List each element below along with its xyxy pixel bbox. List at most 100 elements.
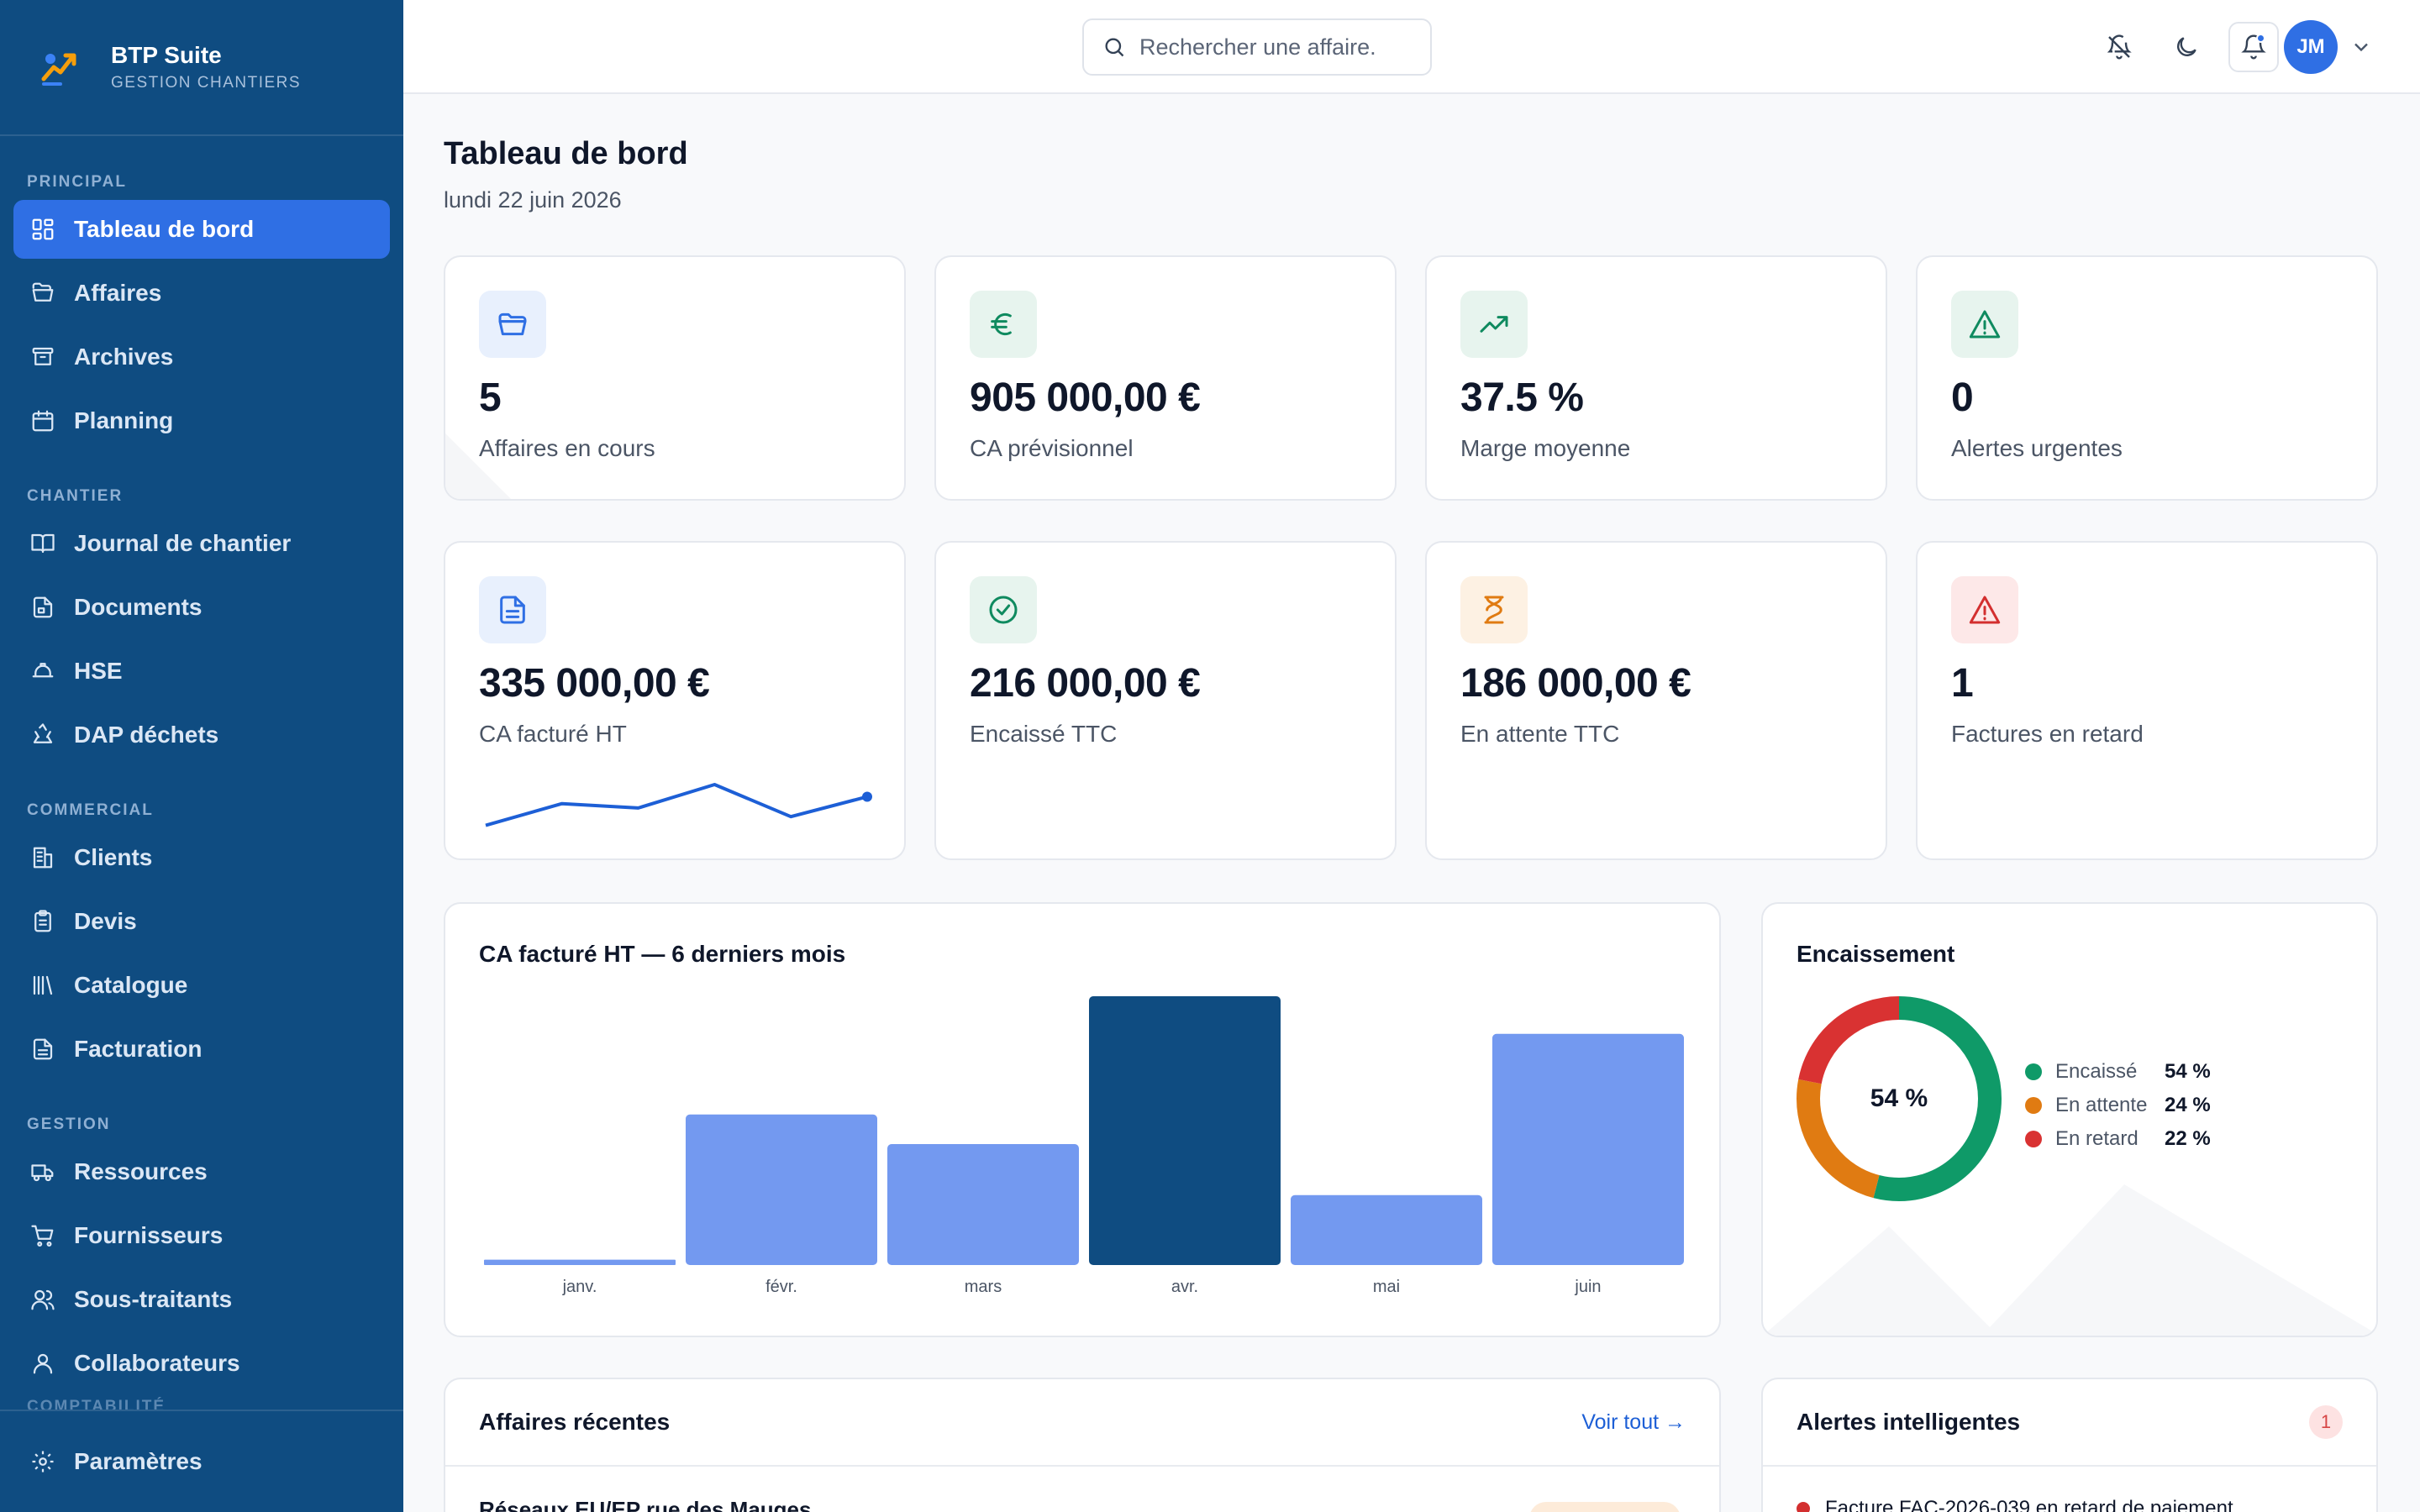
- legend-dot: [2025, 1131, 2042, 1147]
- kpi-label: Encaissé TTC: [970, 721, 1118, 747]
- x-tick-label: juin: [1574, 1278, 1601, 1296]
- alert-item[interactable]: Facture FAC-2026-039 en retard de paieme…: [1797, 1497, 2233, 1512]
- recycle-icon: [33, 723, 53, 743]
- sidebar-item-label: Clients: [74, 844, 153, 870]
- sidebar-item-devis[interactable]: Devis: [13, 892, 390, 951]
- warning-icon: [1969, 596, 2001, 624]
- sidebar-item-label: Catalogue: [74, 972, 188, 998]
- kpi-icon-box: [1460, 576, 1528, 643]
- charts-row: CA facturé HT — 6 derniers mois janv. fév…: [444, 902, 2380, 1337]
- list-item[interactable]: Réseaux EU/EP rue des Mauges: [479, 1497, 812, 1512]
- legend-name: En retard: [2055, 1127, 2139, 1150]
- kpi-card-affaires-en-cours[interactable]: 5 Affaires en cours: [444, 255, 906, 501]
- brand-name: BTP Suite: [111, 42, 222, 68]
- sidebar-item-archives[interactable]: Archives: [13, 328, 390, 386]
- kpi-label: Marge moyenne: [1460, 435, 1631, 461]
- sidebar-item-label: Fournisseurs: [74, 1222, 224, 1248]
- sidebar-item-journal-de-chantier[interactable]: Journal de chantier: [13, 514, 390, 573]
- sidebar-item-label: DAP déchets: [74, 722, 219, 748]
- kpi-label: Affaires en cours: [479, 435, 655, 461]
- sidebar-item-hse[interactable]: HSE: [13, 642, 390, 701]
- main: JM Tableau de bord lundi 22 juin 2026 5 A…: [403, 0, 2420, 1512]
- decorative-shape: [445, 433, 511, 499]
- theme-toggle-button[interactable]: [2161, 22, 2212, 72]
- moon-icon: [2177, 37, 2196, 56]
- sparkline-point: [862, 791, 872, 802]
- kpi-label: En attente TTC: [1460, 721, 1620, 747]
- sidebar-item-catalogue[interactable]: Catalogue: [13, 956, 390, 1015]
- kpi-card-ca-previsionnel[interactable]: 905 000,00 € CA prévisionnel: [934, 255, 1397, 501]
- donut-chart: [1797, 996, 2002, 1201]
- donut-slice-en-attente[interactable]: [1797, 996, 2002, 1201]
- cart-icon: [31, 1225, 54, 1247]
- kpi-value: 216 000,00 €: [970, 661, 1201, 706]
- sidebar-item-tableau-de-bord[interactable]: Tableau de bord: [13, 200, 390, 259]
- sidebar-item-dap-dechets[interactable]: DAP déchets: [13, 706, 390, 764]
- kpi-card-marge-moyenne[interactable]: 37.5 % Marge moyenne: [1425, 255, 1887, 501]
- legend-dot: [2025, 1097, 2042, 1114]
- kpi-card-factures-en-retard[interactable]: 1 Factures en retard: [1916, 541, 2378, 860]
- kpi-row-1: 5 Affaires en cours 905 000,00 € CA prévisi…: [444, 255, 2380, 501]
- bar-mai[interactable]: [1291, 1194, 1482, 1265]
- alert-dot: [1797, 1502, 1810, 1512]
- euro-icon: [991, 312, 1012, 336]
- brand-subtitle: GESTION CHANTIERS: [111, 74, 302, 92]
- sidebar-item-facturation[interactable]: Facturation: [13, 1020, 390, 1079]
- donut-slice-en-retard[interactable]: [1797, 996, 2002, 1201]
- folder-icon: [498, 312, 527, 336]
- sidebar-item-parametres[interactable]: Paramètres: [13, 1432, 390, 1491]
- kpi-icon-box: [970, 576, 1037, 643]
- recent-projects-panel: Affaires récentes Voir tout → Réseaux EU…: [444, 1378, 1721, 1512]
- kpi-card-alertes-urgentes[interactable]: 0 Alertes urgentes: [1916, 255, 2378, 501]
- bar-mars[interactable]: [887, 1144, 1079, 1265]
- sparkline-line: [485, 783, 868, 827]
- bar-chart: janv. févr. mars avr. mai juin: [484, 996, 1684, 1296]
- legend-entry-en-attente: En attente 24 %: [2025, 1089, 2211, 1122]
- sidebar-item-label: HSE: [74, 658, 123, 684]
- kpi-label: CA prévisionnel: [970, 435, 1134, 461]
- search-input[interactable]: [1139, 34, 1425, 60]
- sidebar-item-label: Ressources: [74, 1158, 208, 1184]
- file-text-icon: [33, 1038, 53, 1060]
- notification-dot: [2256, 34, 2265, 43]
- sidebar-item-ressources[interactable]: Ressources: [13, 1142, 390, 1201]
- chevron-down-icon[interactable]: [2349, 35, 2373, 59]
- notifications-button[interactable]: [2228, 22, 2279, 72]
- sidebar-item-documents[interactable]: Documents: [13, 578, 390, 637]
- kpi-icon-box: [970, 291, 1037, 358]
- sidebar-item-planning[interactable]: Planning: [13, 391, 390, 450]
- dashboard-content: Tableau de bord lundi 22 juin 2026 5 Affa…: [403, 94, 2420, 1512]
- sidebar-item-affaires[interactable]: Affaires: [13, 264, 390, 323]
- sidebar-item-label: Facturation: [74, 1036, 203, 1062]
- sidebar-item-sous-traitants[interactable]: Sous-traitants: [13, 1270, 390, 1329]
- sidebar-item-label: Collaborateurs: [74, 1350, 240, 1376]
- search-box[interactable]: [1082, 18, 1432, 76]
- section-label-chantier: CHANTIER: [27, 487, 124, 505]
- legend-entry-encaisse: Encaissé 54 %: [2025, 1055, 2211, 1089]
- truck-icon: [31, 1164, 54, 1182]
- bar-janv[interactable]: [484, 1259, 676, 1265]
- kpi-card-encaisse-ttc[interactable]: 216 000,00 € Encaissé TTC: [934, 541, 1397, 860]
- avatar[interactable]: JM: [2284, 20, 2338, 74]
- view-all-link[interactable]: Voir tout →: [1581, 1410, 1686, 1434]
- sidebar-item-fournisseurs[interactable]: Fournisseurs: [13, 1206, 390, 1265]
- bar-juin[interactable]: [1492, 1033, 1684, 1265]
- page-title: Tableau de bord: [444, 136, 688, 171]
- brand[interactable]: BTP Suite GESTION CHANTIERS: [0, 0, 403, 136]
- sidebar-item-label: Journal de chantier: [74, 530, 292, 556]
- kpi-card-ca-facture-ht[interactable]: 335 000,00 € CA facturé HT: [444, 541, 906, 860]
- bell-off-icon: [2107, 34, 2132, 60]
- donut-title: Encaissement: [1797, 941, 1955, 967]
- kpi-card-en-attente-ttc[interactable]: 186 000,00 € En attente TTC: [1425, 541, 1887, 860]
- bar-fevr[interactable]: [686, 1114, 877, 1265]
- legend-value: 54 %: [2165, 1060, 2211, 1083]
- sidebar-item-collaborateurs[interactable]: Collaborateurs: [13, 1334, 390, 1393]
- notifications-off-button[interactable]: [2094, 22, 2144, 72]
- calendar-icon: [32, 410, 54, 432]
- file-lock-icon: [33, 596, 53, 618]
- bar-avr[interactable]: [1089, 996, 1281, 1265]
- x-tick-label: mars: [965, 1278, 1002, 1296]
- sidebar-item-clients[interactable]: Clients: [13, 828, 390, 887]
- sidebar-item-label: Planning: [74, 407, 174, 433]
- folder-open-icon: [32, 282, 54, 302]
